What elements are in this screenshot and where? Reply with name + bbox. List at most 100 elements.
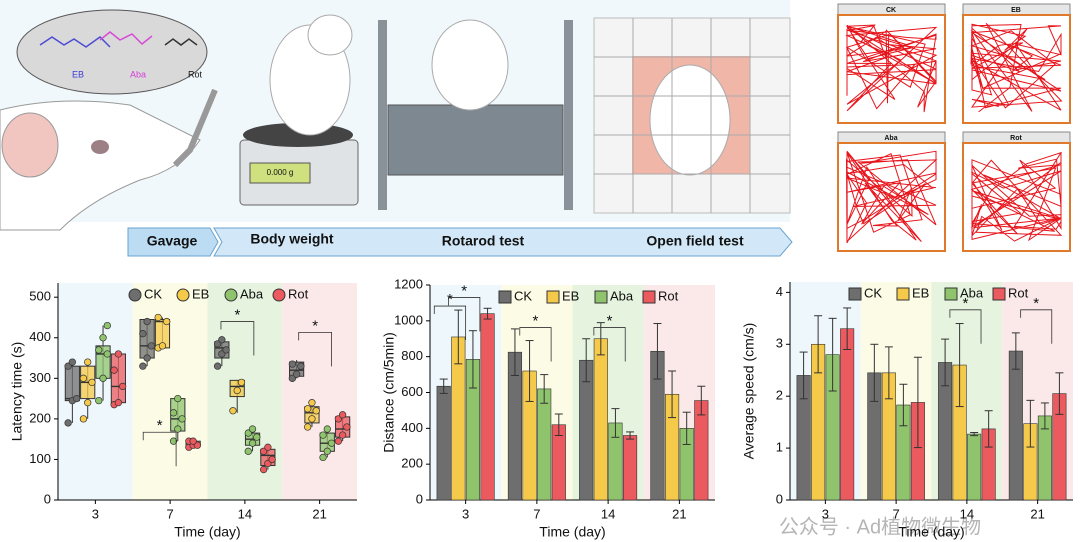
watermark: 公众号 · Ad植物微生物 <box>779 515 981 538</box>
data-point <box>84 399 92 407</box>
data-point <box>103 350 111 358</box>
significance-label: * <box>533 313 539 330</box>
significance-bracket <box>220 321 255 356</box>
y-tick-label: 1 <box>776 440 783 455</box>
compound-label: EB <box>72 69 84 79</box>
data-point <box>178 415 186 423</box>
legend-swatch <box>848 287 862 301</box>
data-point <box>334 437 343 445</box>
rat-head <box>307 14 353 56</box>
bar <box>537 388 552 501</box>
chart: 0 100 200 300 400 500 Latency time (s) Time (da… <box>9 283 357 540</box>
significance-label: * <box>312 317 318 334</box>
significance-bracket <box>448 297 481 332</box>
y-tick-label: 500 <box>29 289 51 304</box>
y-tick-label: 0 <box>44 491 51 506</box>
scale-display <box>249 162 311 184</box>
data-point <box>319 431 327 439</box>
trajectory <box>970 22 1063 113</box>
data-point <box>99 334 107 342</box>
data-point <box>169 437 178 445</box>
legend-label: EB <box>562 288 579 303</box>
molecule <box>39 36 111 48</box>
significance-bracket <box>142 431 177 467</box>
data-point <box>237 378 246 387</box>
y-tick-label: 1000 <box>394 312 423 327</box>
legend-swatch <box>992 287 1006 301</box>
trajectory <box>845 150 938 244</box>
legend-label: Aba <box>610 288 634 303</box>
legend-swatch <box>272 288 286 302</box>
legend-label: Rot <box>1008 285 1029 300</box>
data-point <box>233 386 241 395</box>
chart: 0 1 2 3 4 Average speed (cm/s) Time (day) 3 7 14 2… <box>741 282 1073 540</box>
panel-title: CK <box>886 7 896 14</box>
category-band <box>207 283 283 500</box>
bar <box>593 338 608 501</box>
data-point <box>229 407 237 415</box>
x-tick-label: 3 <box>822 506 829 521</box>
legend-swatch <box>944 287 958 301</box>
data-point <box>154 313 162 322</box>
data-point <box>218 336 226 344</box>
y-tick-label: 0 <box>776 491 783 506</box>
y-tick-label: 800 <box>401 348 423 363</box>
rotarod-post <box>378 20 387 210</box>
data-point <box>292 370 301 378</box>
significance-label: * <box>461 282 467 299</box>
x-tick-label: 14 <box>601 506 615 521</box>
data-point <box>114 350 123 358</box>
significance-bracket <box>593 327 626 362</box>
legend-label: CK <box>514 288 532 303</box>
data-point <box>99 374 107 382</box>
step-label: Rotarod test <box>442 233 525 249</box>
bar <box>840 328 855 501</box>
y-tick-label: 200 <box>401 456 423 471</box>
data-point <box>163 317 171 326</box>
data-point <box>84 358 92 366</box>
x-tick-label: 14 <box>960 506 974 521</box>
trajectory <box>970 151 1063 242</box>
data-point <box>143 354 151 362</box>
data-point <box>72 394 81 403</box>
data-point <box>288 360 297 368</box>
bar <box>551 424 566 501</box>
y-tick-label: 400 <box>401 420 423 435</box>
data-point <box>79 374 88 382</box>
data-point <box>327 439 336 447</box>
legend-swatch <box>594 290 608 304</box>
data-point <box>95 396 103 405</box>
data-point <box>95 346 103 354</box>
x-axis-label: Time (day) <box>898 524 964 540</box>
rotarod-drum <box>387 104 564 176</box>
legend-label: Aba <box>960 285 984 300</box>
significance-label: * <box>607 313 613 330</box>
y-tick-label: 1200 <box>394 276 423 291</box>
significance-label: * <box>1033 295 1039 312</box>
data-point <box>169 409 178 417</box>
data-point <box>308 399 316 407</box>
y-axis-label: Average speed (cm/s) <box>741 323 757 460</box>
data-point <box>222 346 230 354</box>
significance-label: * <box>963 295 969 312</box>
molecule <box>99 31 153 46</box>
compound-label: Aba <box>130 69 146 79</box>
x-axis-label: Time (day) <box>174 524 240 540</box>
data-point <box>248 439 257 447</box>
x-tick-label: 7 <box>533 506 540 521</box>
legend-label: Rot <box>658 288 679 303</box>
data-point <box>297 362 305 370</box>
legend-swatch <box>176 288 190 302</box>
category-band <box>282 283 357 500</box>
x-tick-label: 7 <box>167 506 174 521</box>
data-point <box>64 419 72 427</box>
legend-label: Rot <box>288 286 309 301</box>
data-point <box>139 362 147 370</box>
x-tick-label: 21 <box>312 506 326 521</box>
significance-bracket <box>1020 309 1053 344</box>
significance-bracket <box>949 309 982 344</box>
y-tick-label: 0 <box>416 491 423 506</box>
data-point <box>312 407 320 415</box>
scale-reading: 0.000 g <box>267 168 294 177</box>
